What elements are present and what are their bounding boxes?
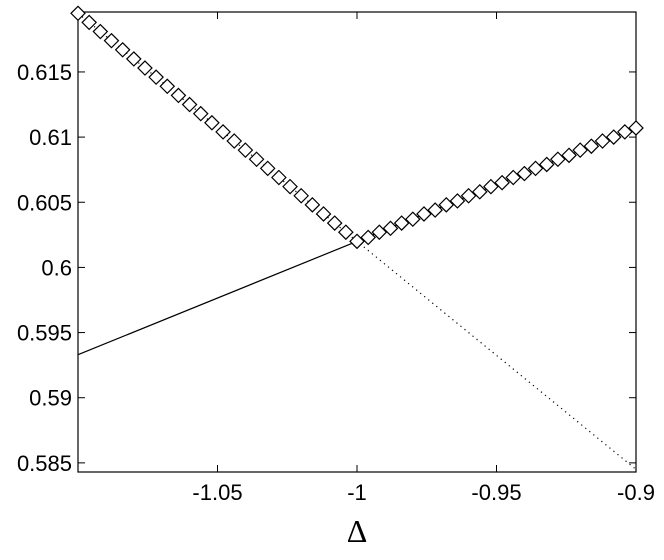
diamond-marker	[594, 133, 611, 149]
diamond-marker	[483, 178, 499, 195]
diamond-marker	[159, 78, 176, 95]
diamond-marker	[215, 124, 231, 140]
diamond-marker	[259, 160, 276, 177]
diamond-marker	[427, 202, 443, 218]
diamond-marker	[181, 96, 198, 113]
diamond-marker	[561, 147, 577, 164]
diamond-marker	[605, 129, 622, 145]
diamond-marker	[282, 178, 298, 195]
x-tick-label: -1	[347, 480, 367, 505]
y-tick-label: 0.595	[17, 321, 72, 346]
diamond-marker	[114, 41, 131, 58]
diamond-marker	[293, 187, 310, 204]
diamond-marker	[505, 169, 522, 186]
x-tick-label: -0.9	[617, 480, 655, 505]
diamond-marker	[326, 215, 343, 231]
diamond-marker	[494, 174, 510, 191]
diamond-marker	[460, 187, 477, 204]
y-tick-label: 0.6	[41, 255, 72, 280]
diamond-marker	[583, 138, 600, 155]
diamond-marker	[81, 14, 98, 31]
diamond-marker	[360, 229, 377, 246]
diamond-marker	[70, 5, 86, 22]
y-tick-label: 0.615	[17, 60, 72, 85]
diamond-marker	[616, 124, 633, 140]
diamond-marker	[538, 156, 555, 173]
y-tick-label: 0.61	[29, 125, 72, 150]
diamond-marker	[382, 220, 399, 237]
diamond-marker	[337, 224, 354, 241]
diamond-marker	[192, 105, 209, 122]
diamond-marker	[471, 183, 488, 200]
diamond-marker	[315, 206, 332, 222]
diamond-marker	[170, 87, 187, 104]
diamond-marker	[550, 151, 566, 168]
diamond-marker	[527, 160, 544, 177]
diamond-marker	[237, 142, 254, 158]
diamond-marker	[628, 120, 644, 136]
diamond-marker	[148, 69, 164, 86]
diamond-marker	[404, 211, 421, 228]
diamond-marker	[92, 23, 109, 40]
diamond-marker	[438, 197, 455, 213]
diamond-marker	[204, 114, 220, 131]
diamond-marker	[349, 233, 365, 250]
diamond-marker	[125, 51, 142, 67]
diamond-marker	[103, 32, 120, 49]
diamond-marker	[304, 197, 321, 213]
diamond-marker	[271, 169, 287, 186]
diamond-marker	[226, 133, 243, 149]
diamond-marker	[371, 224, 388, 241]
diamond-marker	[393, 215, 410, 231]
x-tick-label: -1.05	[192, 480, 242, 505]
x-axis-label: Δ	[347, 513, 368, 549]
x-tick-label: -0.95	[471, 480, 521, 505]
diamond-marker	[248, 151, 265, 168]
diamond-marker	[416, 206, 432, 222]
y-tick-label: 0.585	[17, 451, 72, 476]
diamond-marker	[449, 193, 466, 209]
diamond-marker	[137, 60, 153, 76]
diamond-marker	[516, 165, 533, 182]
y-tick-label: 0.59	[29, 386, 72, 411]
y-tick-label: 0.605	[17, 190, 72, 215]
diamond-marker	[572, 142, 589, 158]
